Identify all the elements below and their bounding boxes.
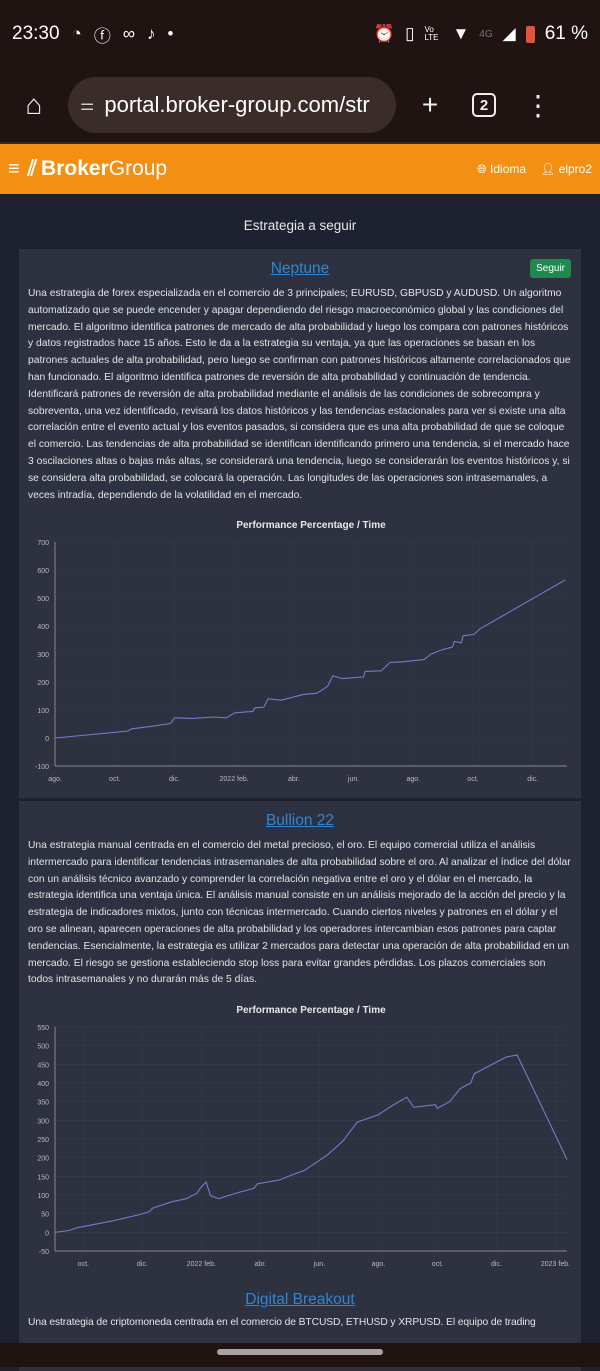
- site-header: ≡ ⫽ Broker Group 🌐︎ Idioma 👤︎ elpro2: [0, 144, 600, 194]
- follow-button[interactable]: Seguir: [530, 259, 571, 278]
- vibrate-icon: ▯: [405, 24, 415, 43]
- url-text[interactable]: portal.broker-group.com/str: [104, 92, 370, 117]
- globe-icon: 🌐︎: [477, 161, 487, 176]
- address-bar[interactable]: ⚌ portal.broker-group.com/str: [68, 77, 396, 133]
- y-tick-label: 100: [37, 1193, 49, 1200]
- x-tick-label: abr.: [255, 1261, 267, 1268]
- chart-title: Performance Percentage / Time: [236, 520, 386, 531]
- user-menu[interactable]: 👤︎ elpro2: [540, 162, 592, 176]
- user-icon: 👤︎: [540, 162, 556, 176]
- y-tick-label: 250: [37, 1137, 49, 1144]
- x-tick-label: oct.: [78, 1261, 89, 1268]
- performance-line: [54, 579, 566, 739]
- browser-toolbar: ⌂ ⚌ portal.broker-group.com/str + 2 ⋮: [0, 68, 600, 142]
- tab-count: 2: [472, 93, 496, 117]
- strategy-title-link[interactable]: Bullion 22: [265, 812, 335, 829]
- y-tick-label: 200: [37, 1156, 49, 1163]
- x-tick-label: ago.: [48, 776, 62, 783]
- x-tick-label: dic.: [491, 1261, 502, 1268]
- strategy-title-link[interactable]: Digital Breakout: [245, 1291, 355, 1308]
- y-tick-label: 100: [37, 708, 49, 715]
- y-tick-label: 400: [37, 624, 49, 631]
- battery-level: 61 %: [544, 23, 588, 44]
- site-settings-icon[interactable]: ⚌: [80, 97, 95, 114]
- y-tick-label: -50: [39, 1249, 49, 1256]
- page-title: Estrategia a seguir: [243, 218, 357, 233]
- strategy-card-bullion-22: Bullion 22 Una estrategia manual centrad…: [19, 801, 581, 1284]
- language-label: Idioma: [490, 161, 527, 176]
- x-tick-label: oct.: [467, 776, 478, 783]
- x-tick-label: abr.: [288, 776, 300, 783]
- wifi-icon: ▼: [452, 24, 470, 43]
- home-button[interactable]: ⌂: [25, 89, 43, 120]
- x-tick-label: dic.: [137, 1261, 148, 1268]
- y-tick-label: 200: [37, 680, 49, 687]
- x-tick-label: jun.: [313, 1261, 325, 1268]
- y-tick-label: 600: [37, 568, 49, 575]
- y-tick-label: 150: [37, 1175, 49, 1182]
- y-tick-label: 700: [37, 540, 49, 547]
- language-menu[interactable]: 🌐︎ Idioma: [477, 162, 526, 177]
- y-tick-label: 0: [45, 1231, 49, 1238]
- x-tick-label: oct.: [432, 1261, 443, 1268]
- tab-switcher-button[interactable]: 2: [464, 93, 504, 117]
- more-notifications-icon: •: [167, 24, 174, 43]
- tiktok-icon: ♪: [146, 24, 156, 43]
- strategy-description: Una estrategia manual centrada en el com…: [28, 840, 571, 986]
- y-tick-label: 350: [37, 1100, 49, 1107]
- y-tick-label: 50: [41, 1212, 49, 1219]
- x-tick-label: oct.: [109, 776, 120, 783]
- new-tab-button[interactable]: +: [421, 89, 439, 120]
- x-tick-label: dic.: [169, 776, 180, 783]
- x-tick-label: ago.: [372, 1261, 386, 1268]
- y-tick-label: 0: [45, 736, 49, 743]
- user-name: elpro2: [558, 162, 592, 176]
- y-tick-label: 450: [37, 1063, 49, 1070]
- performance-chart: Performance Percentage / Time55050045040…: [37, 1005, 570, 1268]
- x-tick-label: ago.: [406, 776, 420, 783]
- logo-mark-icon: ⫽: [27, 157, 38, 180]
- app-notification-icon: ◔: [71, 24, 82, 43]
- chart-title: Performance Percentage / Time: [236, 1005, 386, 1016]
- y-tick-label: 300: [37, 652, 49, 659]
- x-tick-label: 2022 feb.: [187, 1261, 216, 1268]
- hamburger-menu-icon[interactable]: ≡: [8, 157, 20, 180]
- brand-bold: Broker: [41, 157, 109, 180]
- y-tick-label: 500: [37, 1044, 49, 1051]
- strategy-description: Una estrategia de forex especializada en…: [28, 288, 571, 501]
- signal-icon: ◢: [502, 24, 516, 43]
- clock: 23:30: [12, 23, 60, 44]
- home-gesture-handle[interactable]: [217, 1349, 383, 1355]
- y-tick-label: -100: [35, 764, 49, 771]
- menu-button[interactable]: ⋮: [524, 89, 552, 121]
- volte-icon: Vo LTE: [424, 25, 439, 42]
- strategy-description: Una estrategia de criptomoneda centrada …: [28, 1317, 536, 1328]
- network-type: 4G: [479, 28, 493, 40]
- y-tick-label: 400: [37, 1081, 49, 1088]
- battery-icon: [525, 25, 535, 43]
- brand-logo[interactable]: ⫽ Broker Group: [28, 157, 167, 181]
- x-tick-label: 2022 feb.: [220, 776, 249, 783]
- x-tick-label: jun.: [347, 776, 359, 783]
- status-bar: 23:30 ◔ ⓕ ∞ ♪ • ⏰ ▯ Vo LTE ▼ 4G ◢ 61 %: [0, 0, 600, 68]
- strategy-card-neptune: Neptune Seguir Una estrategia de forex e…: [19, 249, 581, 799]
- performance-line: [54, 1054, 568, 1234]
- performance-chart: Performance Percentage / Time 700 600 500 40…: [35, 520, 567, 783]
- strategy-title-link[interactable]: Neptune: [270, 260, 330, 277]
- y-tick-label: 300: [37, 1119, 49, 1126]
- y-tick-label: 500: [37, 596, 49, 603]
- x-tick-label: 2023 feb.: [541, 1261, 570, 1268]
- y-tick-label: 550: [37, 1025, 49, 1032]
- x-tick-label: dic.: [527, 776, 538, 783]
- system-navigation-bar: [0, 1343, 600, 1367]
- alarm-icon: ⏰: [373, 24, 396, 43]
- brand-light: Group: [108, 157, 168, 180]
- voicemail-icon: ∞: [122, 24, 135, 43]
- facebook-icon: ⓕ: [93, 26, 111, 46]
